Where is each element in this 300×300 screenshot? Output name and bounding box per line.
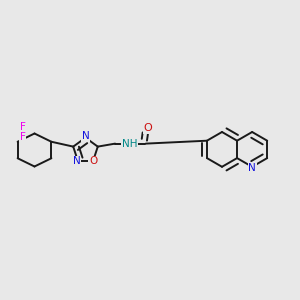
Text: F: F <box>20 131 26 142</box>
Text: O: O <box>144 123 152 133</box>
Text: F: F <box>20 122 26 132</box>
Text: N: N <box>73 156 80 166</box>
Text: N: N <box>82 131 89 141</box>
Text: N: N <box>248 163 256 173</box>
Text: O: O <box>89 156 97 166</box>
Text: NH: NH <box>122 139 137 148</box>
